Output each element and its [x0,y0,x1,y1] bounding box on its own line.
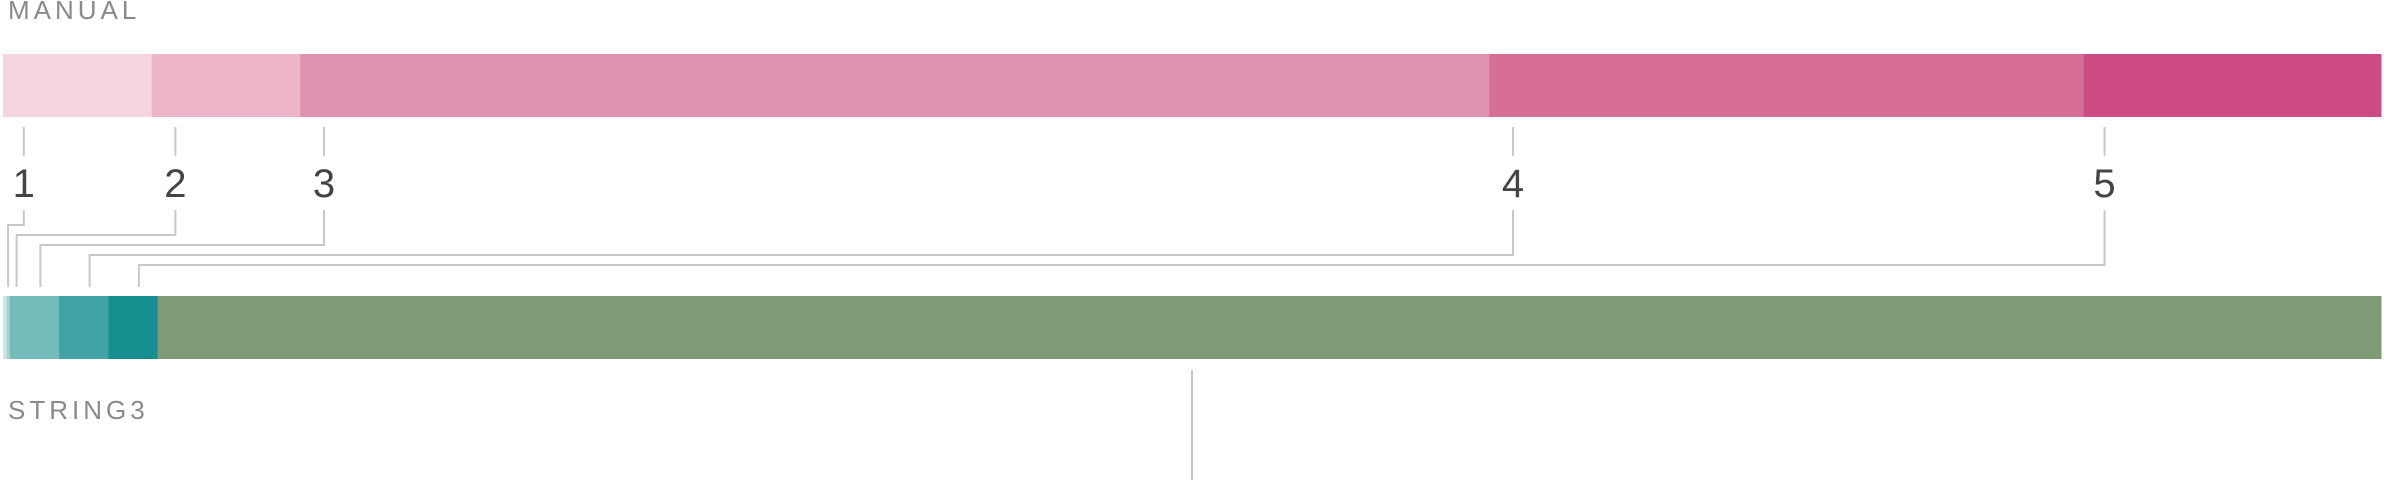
manual-marker-labels: 1 2 3 4 5 [13,162,2116,206]
string3-bar [3,296,2382,359]
manual-segment-3 [300,54,1490,117]
manual-segment-4 [1489,54,2085,117]
string3-segment-6 [157,296,2382,359]
manual-tick-marks [22,127,2106,156]
string3-segment-4 [59,296,109,359]
string3-scale-label: STRING3 [8,395,149,425]
manual-scale-label: MANUAL [8,0,141,25]
manual-marker-1: 1 [13,162,35,206]
manual-marker-3: 3 [313,162,335,206]
manual-segment-2 [151,54,301,117]
manual-segment-5 [2083,54,2382,117]
mapping-connectors [7,210,2106,287]
string3-segment-5 [108,296,159,359]
connector-1 [7,210,25,287]
manual-bar [3,54,2382,117]
manual-marker-2: 2 [164,162,186,206]
string3-segment-1 [3,296,7,359]
connector-3 [39,210,326,287]
manual-marker-5: 5 [2093,162,2115,206]
manual-segment-1 [3,54,153,117]
manual-marker-4: 4 [1502,162,1524,206]
connector-2 [15,210,177,287]
string3-segment-2 [6,296,11,359]
string3-segment-3 [9,296,60,359]
connector-4 [88,210,1515,287]
connector-5 [137,210,2106,287]
